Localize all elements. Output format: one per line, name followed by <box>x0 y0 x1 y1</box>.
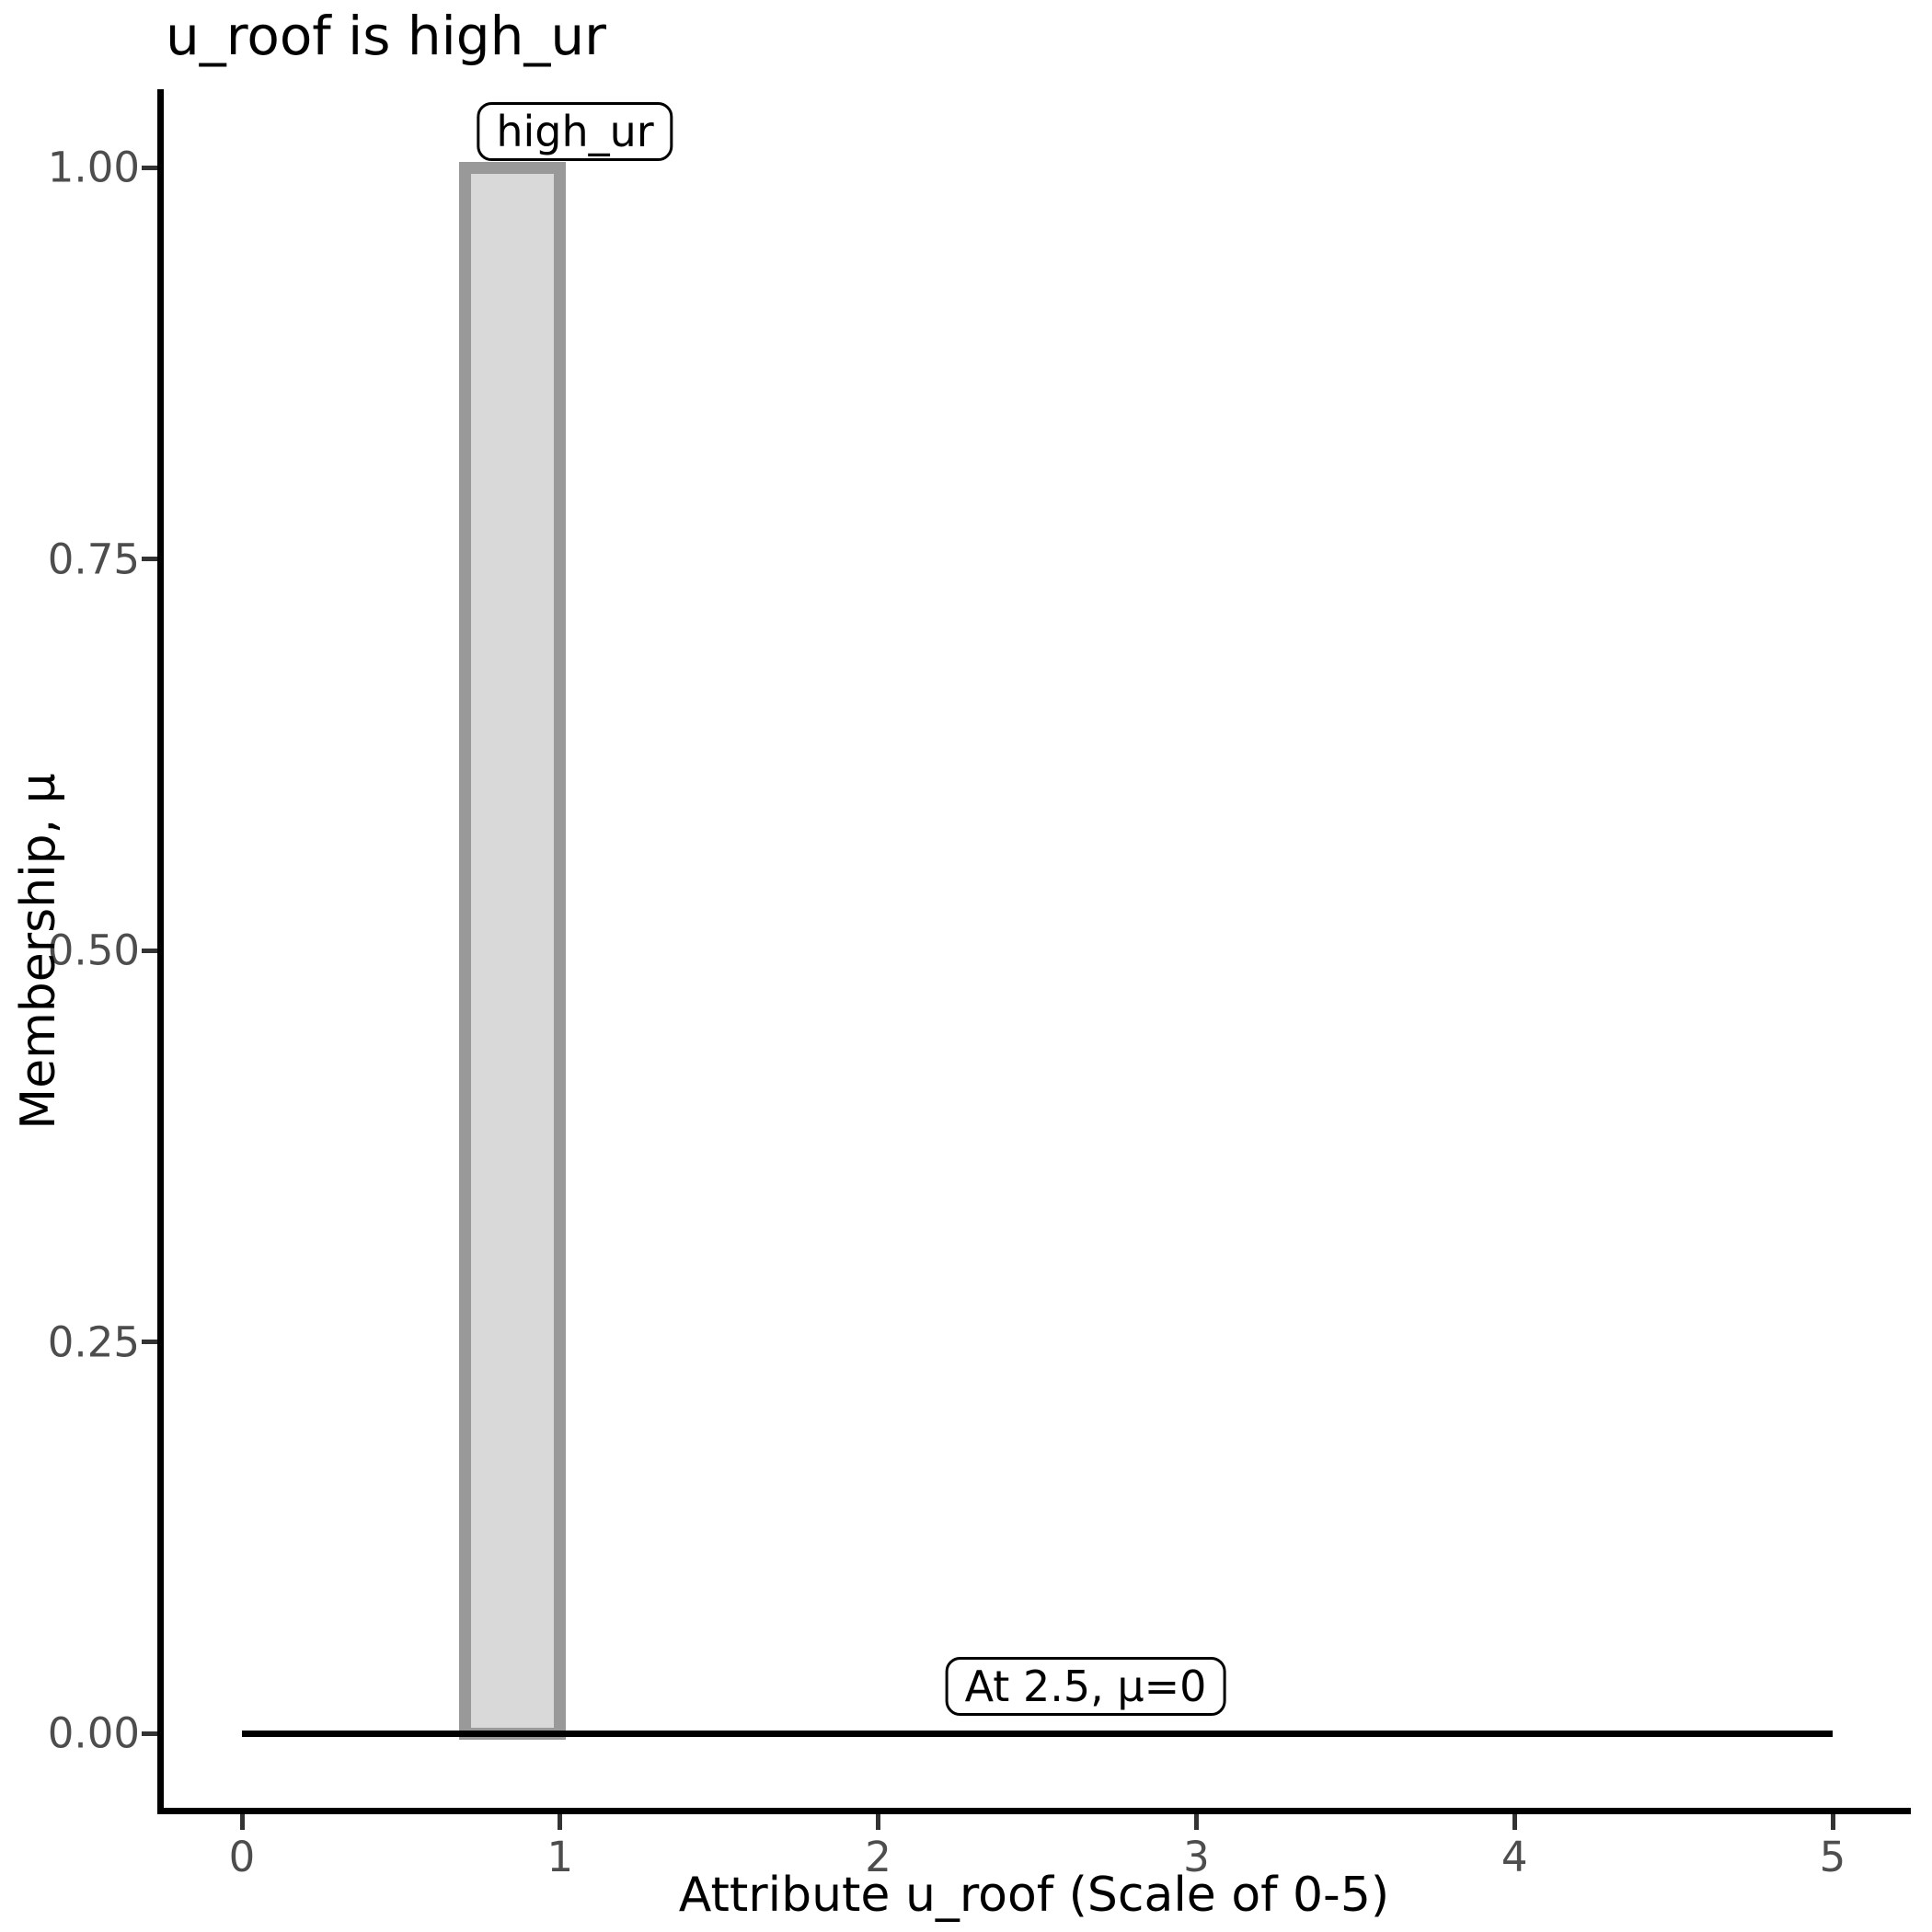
x-tick-mark <box>876 1814 881 1830</box>
x-tick-mark <box>1512 1814 1517 1830</box>
annotation-label: At 2.5, μ=0 <box>945 1656 1226 1716</box>
y-tick-mark <box>142 1340 157 1344</box>
y-tick-label: 0.50 <box>47 926 140 975</box>
x-tick-mark <box>1830 1814 1835 1830</box>
x-tick-label: 0 <box>228 1833 256 1881</box>
x-tick-mark <box>239 1814 245 1830</box>
membership-baseline <box>242 1730 1833 1737</box>
annotation-label: high_ur <box>477 101 673 161</box>
y-tick-mark <box>142 557 157 561</box>
chart-title: u_roof is high_ur <box>166 5 606 67</box>
x-tick-label: 5 <box>1819 1833 1846 1881</box>
y-tick-label: 0.00 <box>47 1708 140 1758</box>
membership-bar-high-ur <box>458 161 567 1740</box>
y-tick-label: 0.75 <box>47 535 140 583</box>
x-tick-mark <box>1193 1814 1199 1830</box>
y-tick-label: 0.25 <box>47 1317 140 1366</box>
x-tick-label: 3 <box>1183 1833 1210 1881</box>
x-axis-line <box>157 1808 1911 1814</box>
y-axis-line <box>157 89 164 1814</box>
y-tick-mark <box>142 948 157 953</box>
x-tick-label: 2 <box>865 1833 891 1881</box>
x-axis-title: Attribute u_roof (Scale of 0-5) <box>678 1868 1390 1923</box>
y-axis-title: Membership, μ <box>11 773 66 1130</box>
x-tick-label: 1 <box>546 1833 574 1881</box>
y-tick-mark <box>142 165 157 170</box>
x-tick-label: 4 <box>1501 1833 1528 1881</box>
y-tick-label: 1.00 <box>47 143 140 192</box>
y-tick-mark <box>142 1731 157 1736</box>
x-tick-mark <box>558 1814 563 1830</box>
